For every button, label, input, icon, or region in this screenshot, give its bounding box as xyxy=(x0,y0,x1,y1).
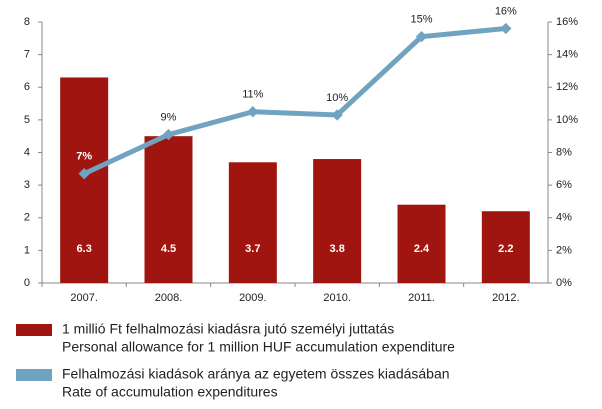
y2-tick-label: 16% xyxy=(556,16,578,28)
y2-tick-label: 0% xyxy=(556,277,572,289)
x-tick-label: 2010. xyxy=(323,292,351,304)
bar xyxy=(228,162,277,283)
line-marker xyxy=(415,31,428,43)
y2-tick-label: 10% xyxy=(556,114,578,126)
x-tick-label: 2007. xyxy=(70,292,98,304)
bar xyxy=(481,211,530,283)
x-tick-label: 2008. xyxy=(155,292,183,304)
bar-value-label: 3.8 xyxy=(330,243,345,255)
line-value-label: 9% xyxy=(161,111,177,123)
y-tick-label: 5 xyxy=(24,114,30,126)
line-value-label: 11% xyxy=(242,89,263,101)
y2-tick-label: 6% xyxy=(556,179,572,191)
y-tick-label: 6 xyxy=(24,81,30,93)
legend-label: Felhalmozási kiadások aránya az egyetem … xyxy=(62,366,450,382)
legend-swatch xyxy=(16,324,52,336)
line-series xyxy=(83,26,507,176)
bar-value-label: 2.4 xyxy=(414,243,430,255)
bar xyxy=(313,159,362,283)
bar xyxy=(144,136,193,283)
x-tick-label: 2009. xyxy=(239,292,267,304)
legend-swatch xyxy=(16,369,52,381)
y2-tick-label: 12% xyxy=(556,81,578,93)
line-value-label: 16% xyxy=(495,5,517,17)
x-tick-label: 2012. xyxy=(492,292,520,304)
legend-label: Personal allowance for 1 million HUF acc… xyxy=(62,339,455,355)
line-marker xyxy=(247,106,259,118)
y2-tick-label: 2% xyxy=(556,244,572,256)
y-tick-label: 8 xyxy=(24,16,30,28)
line-value-label: 7% xyxy=(76,151,92,163)
line-value-label: 10% xyxy=(326,92,348,104)
bar-value-label: 4.5 xyxy=(161,243,176,255)
bar-value-label: 3.7 xyxy=(245,243,260,255)
x-tick-label: 2011. xyxy=(408,292,435,304)
bar xyxy=(60,77,109,284)
bar xyxy=(397,204,446,283)
legend-label: Rate of accumulation expenditures xyxy=(62,384,278,400)
line-value-label: 15% xyxy=(410,14,432,26)
bar-value-label: 2.2 xyxy=(498,243,513,255)
bar-value-label: 6.3 xyxy=(77,243,92,255)
y-tick-label: 2 xyxy=(24,212,30,224)
y-tick-label: 4 xyxy=(24,146,30,158)
y-tick-label: 7 xyxy=(24,49,30,61)
y-tick-label: 3 xyxy=(24,179,30,191)
y2-tick-label: 4% xyxy=(556,212,572,224)
line-marker xyxy=(500,22,512,35)
y-tick-label: 0 xyxy=(24,277,30,289)
y2-tick-label: 8% xyxy=(556,146,572,158)
y-tick-label: 1 xyxy=(24,244,30,256)
y2-tick-label: 14% xyxy=(556,49,578,61)
line-marker xyxy=(162,128,175,141)
legend-label: 1 millió Ft felhalmozási kiadásra jutó s… xyxy=(62,321,394,337)
